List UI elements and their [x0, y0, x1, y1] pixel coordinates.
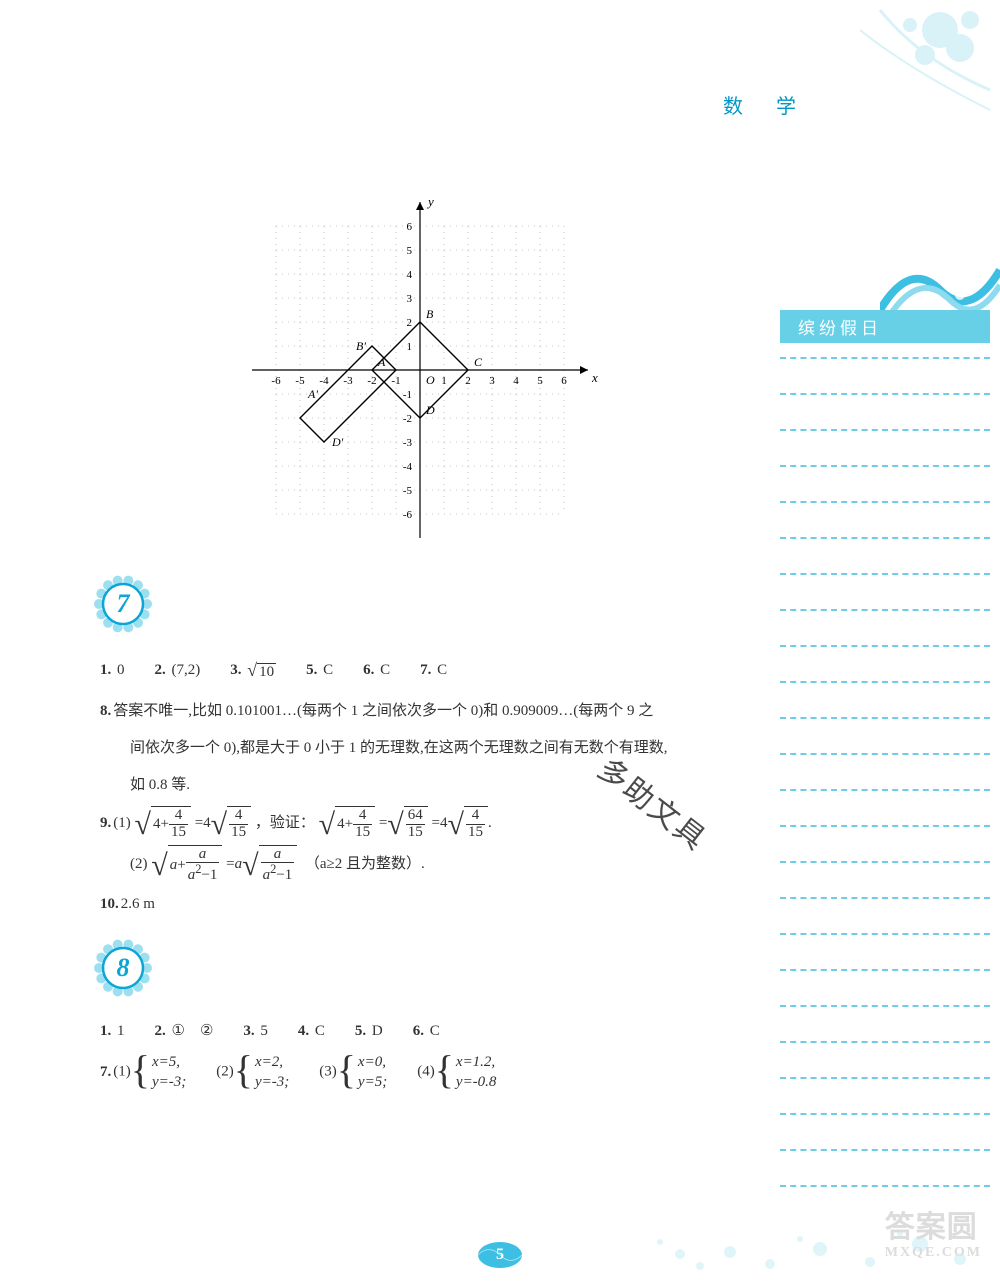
- svg-text:3: 3: [489, 375, 495, 387]
- svg-text:B: B: [426, 307, 434, 321]
- sidebar-ruled-line: [780, 501, 990, 503]
- svg-text:y: y: [426, 200, 434, 209]
- svg-text:-2: -2: [367, 375, 376, 387]
- svg-text:-2: -2: [403, 413, 412, 425]
- svg-text:-3: -3: [403, 437, 413, 449]
- sidebar-ruled-line: [780, 933, 990, 935]
- svg-text:-4: -4: [403, 461, 413, 473]
- svg-text:-6: -6: [403, 509, 413, 521]
- sidebar-ruled-line: [780, 537, 990, 539]
- svg-text:-5: -5: [403, 485, 413, 497]
- svg-text:2: 2: [465, 375, 471, 387]
- section8-answer-list: 1. 12. ① ②3. 54. C5. D6. C: [100, 1015, 740, 1048]
- q8-line2: 间依次多一个 0),都是大于 0 小于 1 的无理数,在这两个无理数之间有无数个…: [100, 732, 740, 765]
- svg-text:-1: -1: [403, 389, 412, 401]
- svg-text:O: O: [426, 373, 435, 387]
- q8-line1: 8.答案不唯一,比如 0.101001…(每两个 1 之间依次多一个 0)和 0…: [100, 695, 740, 728]
- main-content: -6 -5 -4 -3 -2 -1 1 2 3 4 5 6 -6 -5 -4 -3 -2 -1 1 2 3 4 5 6 x y O B…: [100, 200, 740, 1097]
- sidebar-ruled-line: [780, 1041, 990, 1043]
- svg-text:A': A': [307, 387, 318, 401]
- svg-text:D': D': [331, 435, 344, 449]
- q9-part2: (2) √a+aa2−1 =a√aa2−1 （a≥2 且为整数）.: [100, 845, 740, 885]
- sidebar-ruled-line: [780, 753, 990, 755]
- sidebar-ruled-line: [780, 393, 990, 395]
- svg-text:-3: -3: [343, 375, 353, 387]
- sidebar-ruled-line: [780, 465, 990, 467]
- svg-text:1: 1: [441, 375, 447, 387]
- sidebar-tab: 缤纷假日: [780, 310, 990, 343]
- sidebar-lines: [780, 357, 990, 1187]
- svg-text:1: 1: [407, 341, 413, 353]
- svg-text:3: 3: [407, 293, 413, 305]
- svg-text:4: 4: [407, 269, 413, 281]
- sidebar-ruled-line: [780, 1005, 990, 1007]
- svg-text:A: A: [377, 355, 386, 369]
- svg-text:-4: -4: [319, 375, 329, 387]
- sidebar: 缤纷假日: [780, 310, 990, 1221]
- sidebar-ruled-line: [780, 1149, 990, 1151]
- section-number: 8: [117, 953, 130, 983]
- sidebar-ruled-line: [780, 825, 990, 827]
- svg-text:6: 6: [561, 375, 567, 387]
- watermark-logo: 答案圆 MXQE.COM: [885, 1202, 982, 1260]
- sidebar-ruled-line: [780, 429, 990, 431]
- svg-text:-1: -1: [391, 375, 400, 387]
- svg-text:5: 5: [537, 375, 543, 387]
- svg-text:-5: -5: [295, 375, 305, 387]
- section-badge-7: 7: [94, 575, 152, 633]
- q10: 10.2.6 m: [100, 888, 740, 921]
- sidebar-ruled-line: [780, 897, 990, 899]
- sidebar-ruled-line: [780, 717, 990, 719]
- sidebar-ruled-line: [780, 645, 990, 647]
- sidebar-ruled-line: [780, 357, 990, 359]
- sidebar-ruled-line: [780, 861, 990, 863]
- svg-text:x: x: [591, 370, 598, 385]
- sidebar-ruled-line: [780, 789, 990, 791]
- svg-text:4: 4: [513, 375, 519, 387]
- svg-text:-6: -6: [271, 375, 281, 387]
- sidebar-ruled-line: [780, 1185, 990, 1187]
- section7-answer-list: 1. 02. (7,2)3. √105. C6. C7. C: [100, 651, 740, 691]
- svg-text:6: 6: [407, 221, 413, 233]
- sidebar-ruled-line: [780, 1113, 990, 1115]
- section-number: 7: [117, 589, 130, 619]
- svg-text:C: C: [474, 355, 483, 369]
- subject-header: 数 学: [723, 90, 810, 119]
- section-badge-8: 8: [94, 939, 152, 997]
- page-number: 5: [477, 1240, 523, 1270]
- svg-text:D: D: [425, 403, 435, 417]
- svg-text:2: 2: [407, 317, 413, 329]
- svg-text:5: 5: [407, 245, 413, 257]
- svg-text:B': B': [356, 339, 366, 353]
- sidebar-ruled-line: [780, 573, 990, 575]
- sidebar-ruled-line: [780, 1077, 990, 1079]
- coordinate-graph: -6 -5 -4 -3 -2 -1 1 2 3 4 5 6 -6 -5 -4 -3 -2 -1 1 2 3 4 5 6 x y O B…: [220, 200, 620, 545]
- sidebar-ruled-line: [780, 609, 990, 611]
- sidebar-ruled-line: [780, 969, 990, 971]
- sidebar-ruled-line: [780, 681, 990, 683]
- section8-q7: 7.(1){x=5,y=-3;(2){x=2,y=-3;(3){x=0,y=5;…: [100, 1052, 740, 1093]
